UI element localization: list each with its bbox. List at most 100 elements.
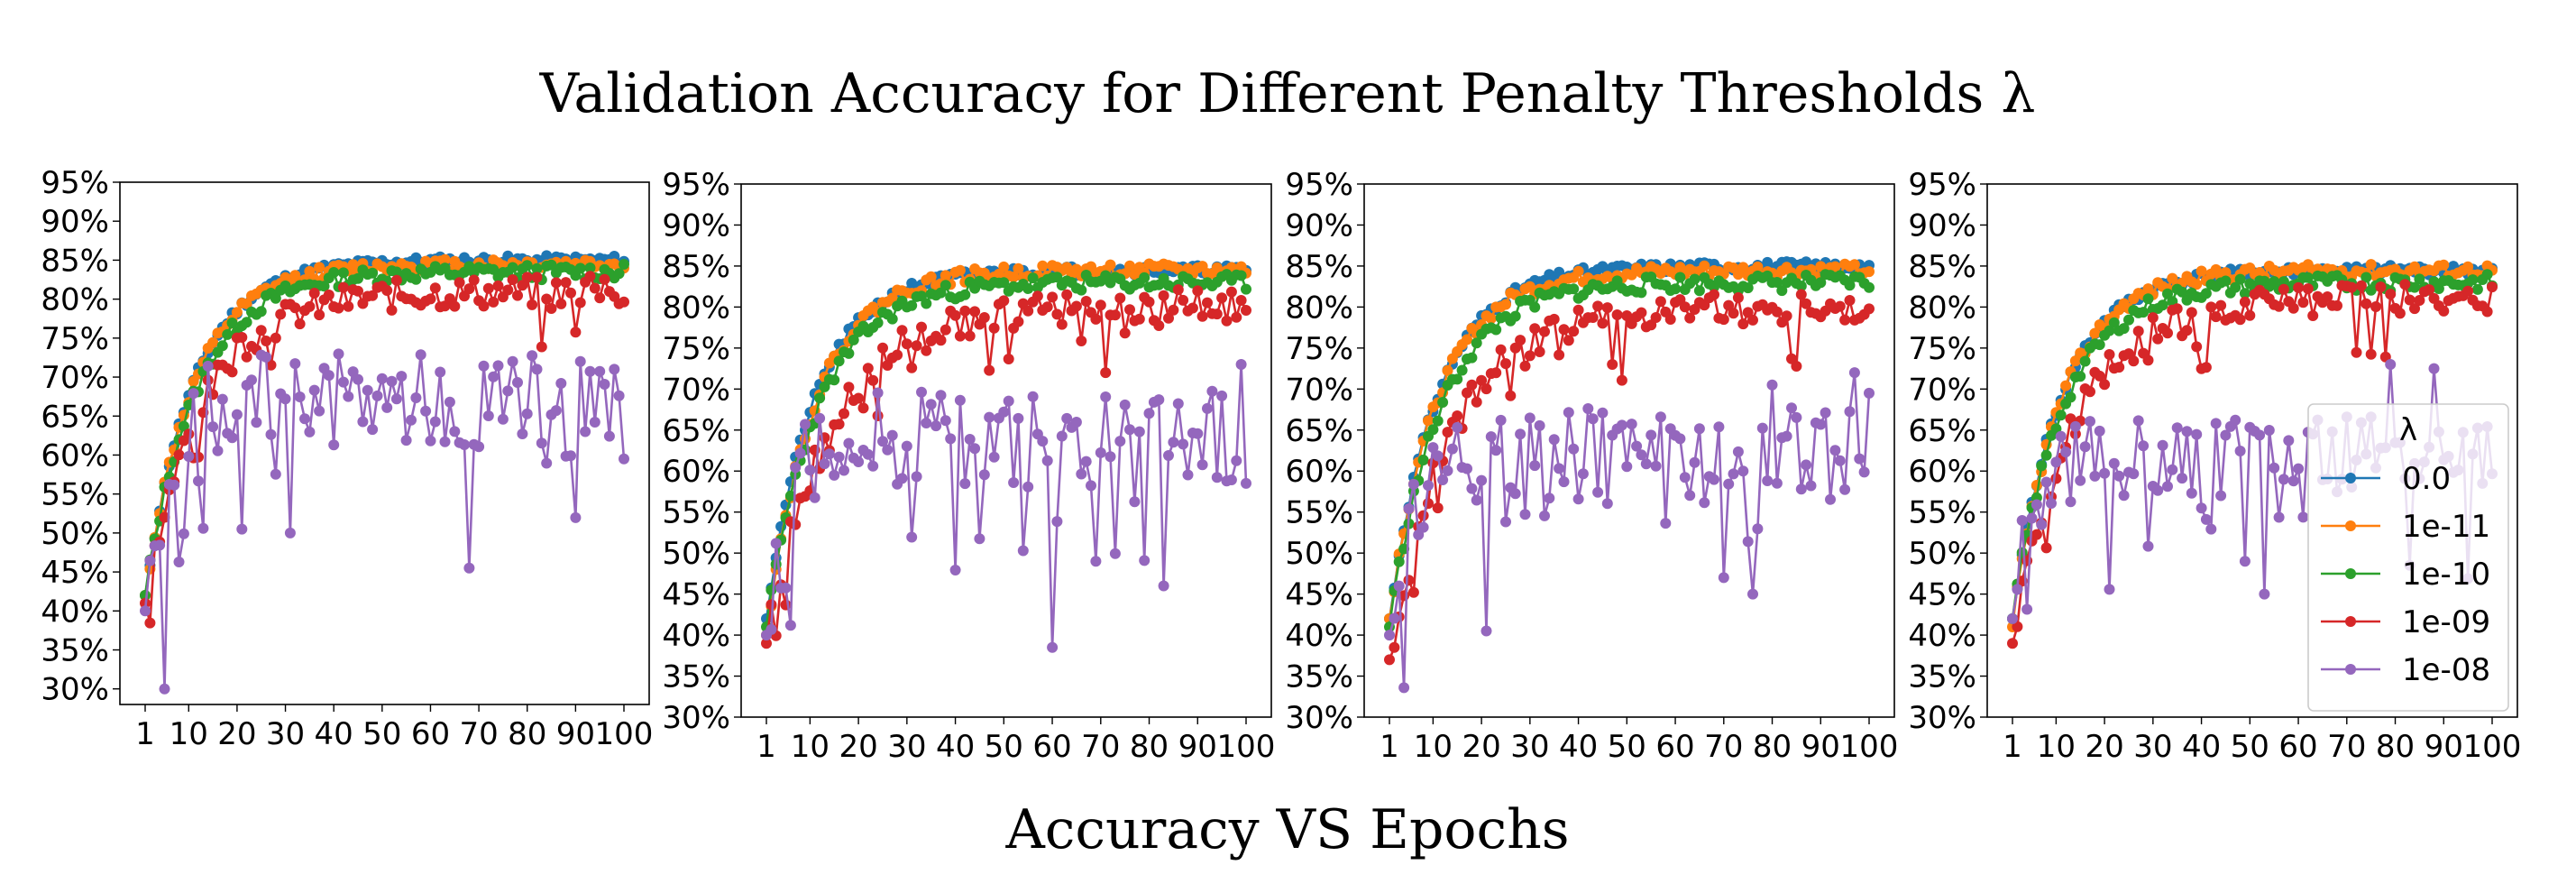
data-point bbox=[304, 265, 316, 277]
data-point bbox=[323, 290, 335, 300]
data-point bbox=[2065, 413, 2076, 425]
y-tick-label: 85% bbox=[1908, 249, 1976, 285]
data-point bbox=[1577, 468, 1589, 480]
data-point bbox=[545, 259, 557, 271]
data-point bbox=[935, 390, 947, 401]
data-point bbox=[921, 345, 932, 356]
data-point bbox=[207, 336, 219, 348]
data-point bbox=[2007, 638, 2018, 649]
data-point bbox=[183, 451, 195, 462]
data-point bbox=[226, 432, 238, 444]
data-point bbox=[1086, 480, 1096, 492]
data-point bbox=[1771, 477, 1783, 489]
data-point bbox=[2060, 446, 2072, 458]
data-point bbox=[2196, 265, 2207, 277]
data-point bbox=[435, 366, 446, 378]
y-tick-label: 30% bbox=[1285, 700, 1353, 736]
data-point bbox=[1864, 387, 1875, 399]
data-point bbox=[1815, 277, 1827, 289]
data-point bbox=[2361, 298, 2372, 309]
data-point bbox=[353, 373, 363, 385]
data-point bbox=[2404, 294, 2416, 306]
data-point bbox=[284, 527, 296, 539]
data-point bbox=[619, 259, 629, 270]
data-point bbox=[265, 359, 277, 371]
data-point bbox=[565, 450, 576, 462]
data-point bbox=[570, 327, 582, 338]
data-point bbox=[901, 440, 912, 452]
data-point bbox=[1616, 419, 1627, 431]
data-point bbox=[2085, 416, 2095, 428]
data-point bbox=[1481, 383, 1492, 395]
data-point bbox=[1225, 286, 1237, 298]
data-point bbox=[502, 284, 514, 296]
data-point bbox=[333, 348, 344, 360]
data-point bbox=[1505, 390, 1517, 401]
data-point bbox=[1114, 436, 1126, 447]
legend-marker-0.0 bbox=[2345, 473, 2356, 483]
series-1e-10 bbox=[1384, 269, 1875, 632]
data-point bbox=[1737, 262, 1749, 273]
data-point bbox=[1407, 478, 1419, 490]
data-point bbox=[1192, 428, 1204, 439]
data-point bbox=[2239, 288, 2251, 299]
data-point bbox=[2152, 333, 2164, 345]
data-point bbox=[251, 417, 262, 428]
series-1e-08 bbox=[140, 348, 629, 695]
data-point bbox=[444, 396, 455, 408]
data-point bbox=[1442, 427, 1453, 438]
data-point bbox=[2487, 281, 2498, 293]
data-point bbox=[2050, 473, 2062, 484]
y-tick-label: 40% bbox=[1285, 618, 1353, 654]
data-point bbox=[1829, 261, 1841, 272]
data-point bbox=[2132, 326, 2144, 337]
data-point bbox=[294, 391, 306, 402]
data-point bbox=[1791, 361, 1802, 372]
data-point bbox=[954, 264, 966, 276]
legend-marker-1e-08 bbox=[2345, 664, 2356, 675]
data-point bbox=[1216, 390, 1228, 401]
data-point bbox=[609, 251, 620, 262]
series-1e-10 bbox=[761, 269, 1251, 632]
data-point bbox=[289, 358, 301, 370]
data-point bbox=[1650, 460, 1662, 472]
data-point bbox=[2399, 279, 2411, 290]
data-point bbox=[2094, 370, 2105, 382]
data-point bbox=[619, 453, 629, 465]
data-point bbox=[1485, 313, 1497, 325]
data-point bbox=[1732, 292, 1744, 303]
data-point bbox=[1660, 518, 1672, 529]
data-point bbox=[275, 308, 287, 320]
data-point bbox=[1554, 349, 1565, 361]
data-point bbox=[1582, 403, 1594, 414]
data-point bbox=[1864, 281, 1875, 293]
x-tick-label: 50 bbox=[362, 716, 401, 752]
data-point bbox=[603, 430, 615, 442]
data-point bbox=[1858, 466, 1870, 478]
x-tick-label: 90 bbox=[2425, 729, 2463, 765]
data-point bbox=[2409, 303, 2420, 315]
data-point bbox=[906, 362, 918, 373]
data-point bbox=[1206, 385, 1218, 397]
data-point bbox=[1616, 374, 1627, 386]
data-point bbox=[1636, 449, 1647, 461]
data-point bbox=[1737, 465, 1749, 477]
data-point bbox=[541, 457, 553, 469]
data-point bbox=[178, 528, 189, 539]
data-point bbox=[488, 371, 500, 382]
data-point bbox=[1119, 399, 1131, 410]
data-point bbox=[439, 253, 451, 265]
data-point bbox=[1742, 536, 1754, 548]
data-point bbox=[231, 409, 243, 420]
data-point bbox=[2230, 414, 2241, 426]
legend-label-1e-11: 1e-11 bbox=[2402, 509, 2490, 545]
data-point bbox=[843, 437, 855, 449]
data-point bbox=[2322, 291, 2333, 302]
data-point bbox=[2205, 301, 2217, 313]
data-point bbox=[1509, 488, 1521, 500]
data-point bbox=[1572, 265, 1584, 277]
data-point bbox=[343, 300, 354, 312]
data-point bbox=[1466, 352, 1478, 364]
y-tick-label: 70% bbox=[662, 372, 730, 408]
x-tick-label: 80 bbox=[2376, 729, 2415, 765]
